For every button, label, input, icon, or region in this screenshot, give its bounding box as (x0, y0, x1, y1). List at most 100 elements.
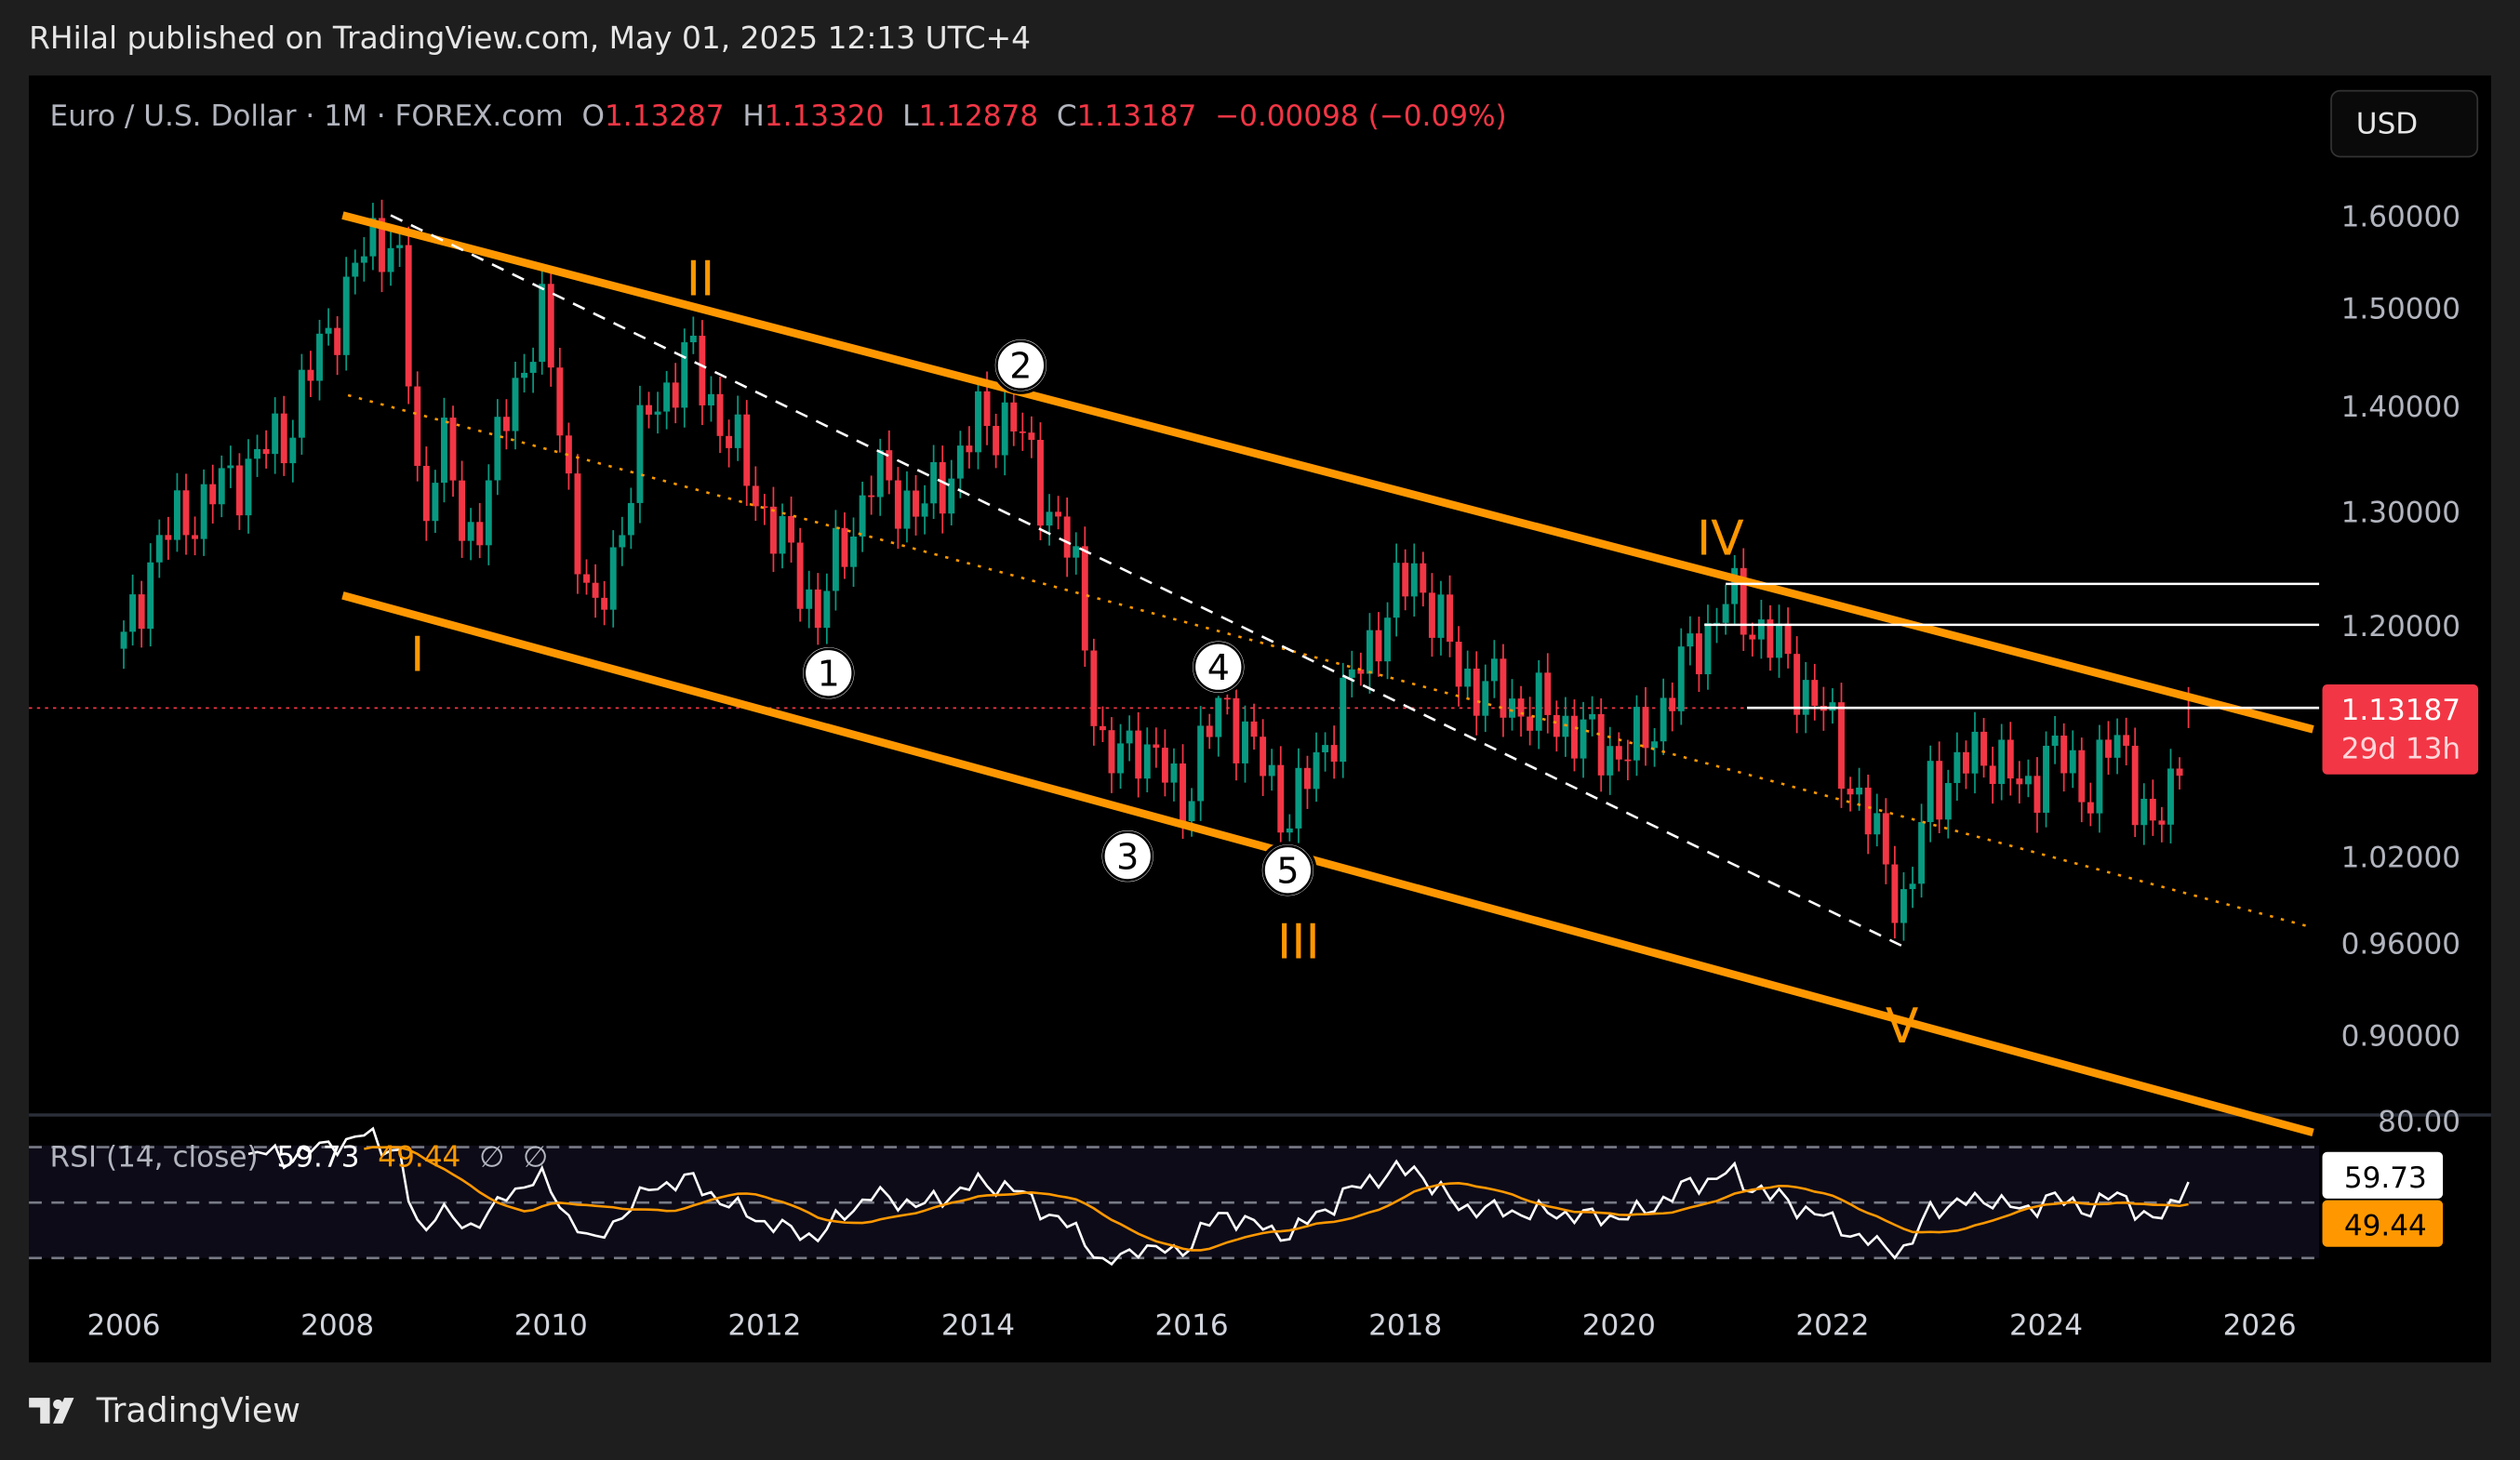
candle-body (476, 522, 484, 546)
candle-body (432, 483, 439, 522)
rsi-value: 59.73 (276, 1140, 360, 1175)
candle-body (1571, 715, 1578, 759)
candle-body (1544, 672, 1552, 715)
candle-body (823, 591, 831, 629)
candle-body (1669, 697, 1676, 711)
candle-body (752, 485, 759, 507)
candle-body (2051, 736, 2059, 746)
candle-body (796, 542, 804, 609)
candle-body (1090, 650, 1098, 726)
candle-body (788, 515, 795, 543)
candle-body (1722, 604, 1729, 623)
candle-body (699, 336, 706, 405)
candle-body (761, 506, 768, 509)
candle-body (654, 411, 661, 415)
open-label: O (581, 100, 605, 134)
candle-body (743, 414, 751, 486)
candle-body (1260, 737, 1267, 776)
candle-body (1384, 617, 1392, 662)
candle-body (627, 502, 634, 536)
candle-body (1250, 721, 1258, 737)
candle-body (2158, 820, 2166, 825)
candle-body (1882, 813, 1889, 865)
subwave-marker-5: 5 (1259, 841, 1317, 899)
candle-body (1028, 432, 1035, 441)
subwave-ring (1193, 641, 1245, 693)
candle-body (2024, 776, 2032, 785)
subwave-number: 1 (818, 654, 840, 695)
candle-body (182, 490, 190, 536)
candle-body (930, 461, 938, 504)
last-price-label: 1.13187 (2341, 694, 2461, 727)
candle-body (609, 547, 617, 610)
candle-body (1962, 751, 1969, 774)
candle-body (272, 413, 279, 455)
lower-channel-line (341, 591, 2314, 1137)
candle-body (502, 417, 510, 431)
candle-body (556, 367, 564, 436)
candle-body (913, 490, 919, 517)
candle-body (1749, 634, 1756, 640)
currency-button[interactable]: USD (2330, 89, 2479, 158)
candle-body (155, 535, 163, 563)
price-tick: 0.96000 (2341, 928, 2461, 962)
candle-body (334, 327, 341, 355)
price-tick: 1.60000 (2341, 201, 2461, 234)
candle-body (726, 435, 733, 448)
candle-body (903, 490, 911, 529)
candle-body (565, 435, 572, 474)
candle-body (1607, 746, 1614, 776)
candle-body (814, 589, 821, 629)
candle-body (1953, 751, 1961, 783)
candle-body (1197, 725, 1205, 802)
candle-body (1927, 761, 1934, 823)
candle-body (2096, 739, 2103, 814)
candle-body (1900, 889, 1907, 923)
candle-body (298, 369, 305, 438)
candle-body (2105, 739, 2112, 758)
candle-body (2149, 798, 2156, 821)
candle-body (1829, 702, 1836, 711)
candle-body (280, 413, 287, 464)
symbol-title[interactable]: Euro / U.S. Dollar · 1M · FOREX.com (49, 100, 564, 134)
candle-body (1989, 765, 1996, 785)
candle-body (396, 245, 404, 248)
candle-body (779, 515, 786, 554)
rsi-label[interactable]: RSI (14, close) (49, 1140, 259, 1175)
last-price-tag (2322, 684, 2479, 775)
candle-body (2078, 750, 2086, 803)
candle-body (1447, 594, 1453, 643)
candle-body (379, 218, 385, 272)
candle-body (422, 465, 430, 522)
candle-body (1633, 707, 1640, 761)
candle-body (1099, 725, 1106, 731)
candle-body (1117, 743, 1125, 774)
subwave-circle (799, 644, 858, 702)
tradingview-logo[interactable]: TradingView (29, 1391, 300, 1430)
candle-body (1553, 714, 1560, 737)
subwave-ring (1101, 830, 1153, 882)
candle-body (1001, 402, 1008, 456)
candle-body (449, 418, 457, 481)
candle-body (1375, 630, 1382, 662)
candle-body (1704, 623, 1712, 675)
rsi-ma-line (364, 1146, 2189, 1252)
candle-body (1420, 563, 1427, 593)
mid-channel-line (347, 393, 2313, 929)
symbol-legend: Euro / U.S. Dollar · 1M · FOREX.com O 1.1… (50, 100, 1507, 133)
rsi-null-1: ∅ (479, 1140, 505, 1175)
subwave-marker-2: 2 (992, 336, 1050, 394)
candle-body (1170, 763, 1178, 783)
candle-body (672, 382, 679, 408)
candle-body (342, 276, 350, 355)
high-value: 1.13320 (764, 100, 885, 134)
candle-body (886, 450, 893, 481)
rsi-ma-tag-label: 49.44 (2344, 1210, 2427, 1243)
candle-body (1776, 623, 1782, 658)
candle-body (1944, 782, 1952, 820)
candle-body (1811, 680, 1819, 706)
rsi-band (29, 1145, 2320, 1258)
candle-body (734, 414, 741, 448)
